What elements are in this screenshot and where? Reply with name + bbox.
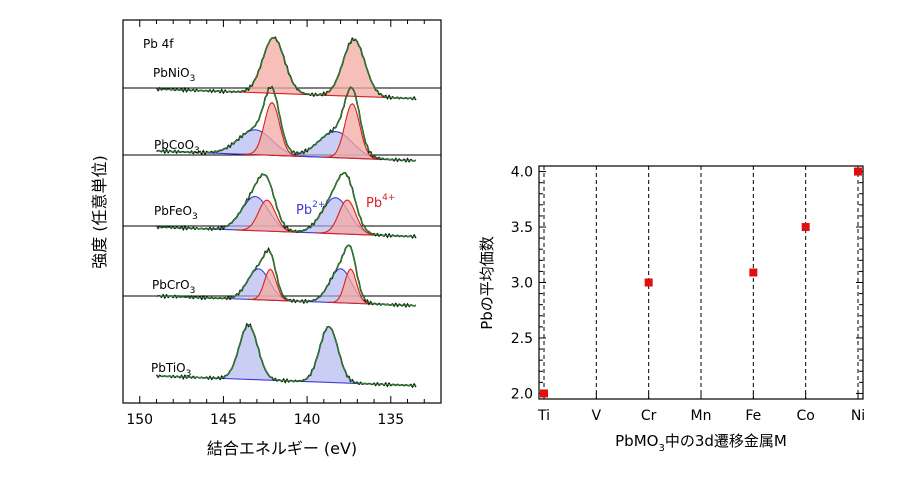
fit-envelope [156,36,416,100]
valence-point-Ti [540,389,548,398]
category-label: Fe [745,408,761,424]
pb4-peak [230,36,318,96]
fit-envelope [156,172,416,238]
pb2-peak [211,324,286,382]
pb4-peak [315,199,380,236]
x-tick-label: 150 [126,412,153,428]
x-tick-label: 145 [210,412,237,428]
category-label: Mn [691,408,712,424]
valence-points [540,167,862,398]
xps-y-axis-label: 強度 (任意単位) [90,155,109,269]
valence-axes: Ti V Cr Mn Fe Co Ni 2.0 2.5 3.0 3.5 4.0 [511,165,865,424]
panel-title: Pb 4f [143,37,174,51]
valence-point-Fe [749,268,758,277]
compound-label-sub: 3 [194,146,200,156]
y-tick-label: 4.0 [511,165,533,181]
pb4-peak [235,199,300,233]
compound-label-sub: 3 [190,74,196,84]
compound-label: PbTiO3 [151,361,191,379]
compound-label-base: PbCrO [152,278,190,292]
category-label: Ti [537,408,550,424]
compound-label-base: PbNiO [153,66,190,80]
compound-label: PbCrO3 [152,278,195,296]
pb4-peak [311,38,398,99]
y-tick-label: 3.5 [511,220,533,236]
compound-label-sub: 3 [190,286,196,296]
pb4-annotation-sup: 4+ [382,193,395,203]
compound-label: PbNiO3 [153,66,195,84]
y-tick-label: 3.0 [511,276,533,292]
spectrum-separators [123,87,441,297]
category-label: Ni [851,408,865,424]
fit-envelope [156,244,416,307]
valence-y-axis-label: Pbの平均価数 [478,236,496,330]
x-tick-label: 135 [377,412,404,428]
valence-point-Co [801,223,810,232]
valence-x-label-a: PbMO [615,432,658,450]
xps-x-axis: 150 145 140 135 [122,20,442,428]
compound-label-sub: 3 [192,212,198,222]
pb2-annotation: Pb2+ [296,200,325,218]
valence-point-Cr [644,278,653,287]
x-tick-label: 140 [294,412,321,428]
xps-plot-frame [122,19,442,404]
pb4-peak [242,101,303,157]
compound-label-base: PbTiO [151,361,186,375]
spectrum-PbNiO3: PbNiO3 [153,36,417,101]
valence-x-label-b: 中の3d遷移金属M [665,432,787,450]
compound-label: PbFeO3 [154,204,198,222]
pb4-annotation-base: Pb [366,196,382,211]
valence-chart: Ti V Cr Mn Fe Co Ni 2.0 2.5 3.0 3.5 4.0 PbMO3中の3d遷移… [478,165,865,454]
fit-envelope [156,86,416,162]
pb2-annotation-base: Pb [296,203,312,218]
compound-label: PbCoO3 [154,138,200,156]
valence-gridlines [543,166,859,399]
spectrum-PbCoO3: PbCoO3 [154,85,417,163]
valence-point-Ni [854,167,862,176]
xps-x-axis-label: 結合エネルギー (eV) [207,439,357,458]
compound-label-base: PbFeO [154,204,192,218]
spectrum-PbCrO3: PbCrO3 [152,244,417,309]
compound-label-base: PbCoO [154,138,194,152]
pb2-peak [293,325,367,385]
category-label: Cr [641,408,657,424]
y-tick-label: 2.0 [511,386,533,402]
y-tick-label: 2.5 [511,331,533,347]
pb4-peak [322,102,381,160]
pb2-annotation-sup: 2+ [312,200,325,210]
spectrum-PbTiO3: PbTiO3 [151,322,417,389]
compound-label-sub: 3 [186,369,192,379]
valence-x-axis-label: PbMO3中の3d遷移金属M [615,432,787,454]
fit-envelope [156,324,416,387]
pb4-annotation: Pb4+ [366,193,395,211]
category-label: Co [796,408,814,424]
category-label: V [592,408,602,424]
valence-x-label-sub: 3 [658,443,664,454]
spectrum-PbFeO3: PbFeO3 [154,171,417,239]
